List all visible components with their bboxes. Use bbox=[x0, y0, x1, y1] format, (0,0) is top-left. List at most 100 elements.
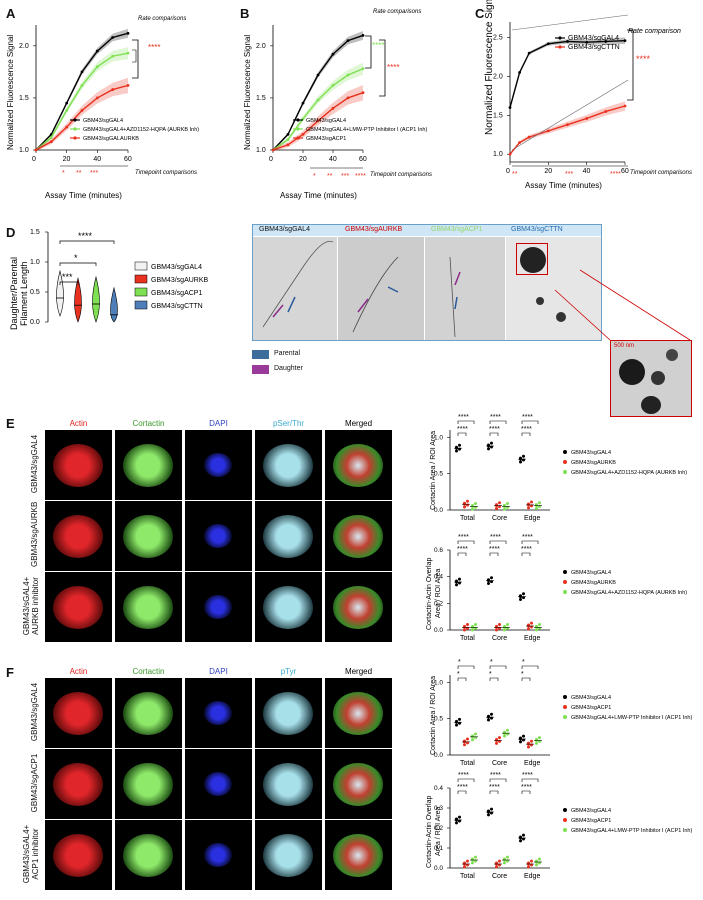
x-tick-label-a: 40 bbox=[93, 156, 101, 163]
y-tick-label-d: 0.5 bbox=[30, 289, 40, 296]
rate-bracket-b2 bbox=[379, 39, 386, 97]
data-point-e2-0 bbox=[455, 583, 458, 587]
micrograph-e-r0-cortactin bbox=[115, 430, 182, 500]
series-point-c-1 bbox=[585, 117, 589, 120]
group-label-e2: Total bbox=[460, 635, 475, 642]
sig-bracket2-f1 bbox=[457, 665, 475, 669]
xlabel-a: Assay Time (minutes) bbox=[45, 191, 122, 200]
data-point-e1-0 bbox=[458, 443, 461, 447]
legend-label-a: GBM43/sgGALAURKB bbox=[83, 136, 139, 142]
legend-label-e2: GBM43/sgGAL4 bbox=[571, 570, 611, 576]
timepoint-star-c: *** bbox=[565, 171, 573, 178]
data-point-f1-2 bbox=[506, 728, 509, 732]
column-title-e: pSer/Thr bbox=[272, 419, 305, 428]
series-point-a-2 bbox=[80, 109, 84, 112]
sig-bracket2-e2 bbox=[457, 540, 475, 544]
legend-marker-b bbox=[296, 127, 300, 131]
data-point-f1-1 bbox=[463, 743, 466, 747]
group-label-e1: Edge bbox=[524, 515, 540, 522]
series-point-a-0 bbox=[126, 31, 130, 35]
timepoint-star-a: *** bbox=[90, 170, 98, 177]
row-label-line1-e: GBM43/sGAL4+ bbox=[22, 576, 31, 636]
series-point-c-1 bbox=[508, 152, 512, 156]
data-point-e1-2 bbox=[471, 507, 474, 511]
series-point-a-2 bbox=[65, 125, 69, 129]
sig-label-f2: **** bbox=[489, 784, 500, 791]
legend-marker-e2 bbox=[563, 570, 567, 574]
micrograph-f-r2-actin bbox=[45, 820, 112, 890]
legend-marker-e1 bbox=[563, 450, 567, 454]
sig-label-e2: **** bbox=[457, 546, 468, 553]
d-key-daughter-swatch bbox=[252, 365, 269, 374]
data-point-e2-0 bbox=[458, 577, 461, 581]
group-label-f2: Total bbox=[460, 873, 475, 880]
sig-label-d2: * bbox=[74, 253, 78, 263]
sig-label-f2: **** bbox=[457, 784, 468, 791]
micrograph-e-r0-dapi bbox=[185, 430, 252, 500]
data-point-f1-0 bbox=[458, 717, 461, 721]
sig-bracket2-f2 bbox=[521, 778, 539, 782]
panel-letter-b: B bbox=[240, 6, 250, 21]
series-point-a-1 bbox=[49, 136, 53, 139]
micrograph-f-r0-cortactin bbox=[115, 678, 182, 748]
ylabel2-e2: Area / ROI Area bbox=[435, 568, 442, 618]
legend-marker-e1 bbox=[563, 470, 567, 474]
micrograph-aurkb bbox=[338, 237, 424, 340]
legend-label-e1: GBM43/sgGAL4 bbox=[571, 450, 611, 456]
data-point-f1-1 bbox=[530, 739, 533, 743]
y-tick-label-f1: 0.0 bbox=[434, 752, 443, 759]
ylabel-e1: Cortactin Area / ROI Area bbox=[430, 431, 437, 510]
sig-label2-f1: * bbox=[458, 659, 461, 666]
ylabel-e2: Cortactin-Actin Overlap bbox=[426, 558, 433, 630]
series-point-c-1 bbox=[623, 104, 627, 108]
data-point-e1-2 bbox=[474, 501, 477, 505]
series-point-c-0 bbox=[566, 40, 569, 43]
chart-d: Daughter/Parental Filament Length 0.0 0.5… bbox=[9, 229, 209, 330]
y-tick-label-e2: 0.0 bbox=[434, 627, 443, 634]
micrograph-f-r0-dapi bbox=[185, 678, 252, 748]
legend-marker-a bbox=[73, 136, 77, 140]
data-point-e2-1 bbox=[498, 622, 501, 626]
micrograph-f-r1-actin bbox=[45, 749, 112, 819]
data-point-f2-1 bbox=[466, 859, 469, 863]
sig-label-d3: **** bbox=[78, 231, 93, 241]
zoom-inset: 500 nm bbox=[610, 340, 692, 417]
legend-label-e2: GBM43/sgAURKB bbox=[571, 580, 616, 586]
legend-label-f2: GBM43/sgACP1 bbox=[571, 818, 611, 824]
y-tick-label-f2: 0.2 bbox=[434, 825, 443, 832]
data-point-e1-0 bbox=[490, 441, 493, 445]
sig-label2-f1: * bbox=[490, 659, 493, 666]
legend-marker-e2 bbox=[563, 580, 567, 584]
series-point-a-0 bbox=[65, 101, 69, 105]
column-title-f: Merged bbox=[344, 667, 373, 676]
rate-comparison-c: Rate comparison bbox=[628, 28, 681, 35]
sig-label-e1: **** bbox=[457, 426, 468, 433]
series-point-b-2 bbox=[361, 91, 365, 95]
timepoint-star-a: * bbox=[62, 170, 65, 177]
micrograph-cttn bbox=[506, 237, 601, 340]
data-point-f2-1 bbox=[463, 865, 466, 869]
rate-stars-b1: **** bbox=[372, 41, 384, 50]
sig-bracket2-e2 bbox=[489, 540, 507, 544]
sig-label2-e1: **** bbox=[522, 414, 533, 421]
data-point-f2-1 bbox=[527, 865, 530, 869]
error-band-a-0 bbox=[36, 28, 128, 151]
sig-bracket-d2 bbox=[59, 262, 97, 266]
micrograph-f-r2-ptyr bbox=[255, 820, 322, 890]
error-band-b-2 bbox=[273, 85, 363, 152]
data-point-e2-0 bbox=[519, 598, 522, 602]
fit-line-c2 bbox=[511, 79, 629, 151]
data-point-f1-0 bbox=[490, 712, 493, 716]
data-point-e1-0 bbox=[522, 454, 525, 458]
legend-marker-f2 bbox=[563, 828, 567, 832]
chart-f2: Cortactin-Actin Overlap Area / ROI Area0.… bbox=[426, 772, 692, 880]
group-label-e1: Core bbox=[492, 515, 507, 522]
series-line-c-1 bbox=[509, 105, 626, 155]
data-point-e1-2 bbox=[503, 507, 506, 511]
legend-label-d: GBM43/sgCTTN bbox=[151, 303, 203, 310]
series-point-c-1 bbox=[527, 135, 531, 139]
timepoint-star-a: ** bbox=[76, 170, 82, 177]
series-point-b-0 bbox=[361, 34, 365, 37]
x-tick-label-a: 0 bbox=[32, 156, 36, 163]
